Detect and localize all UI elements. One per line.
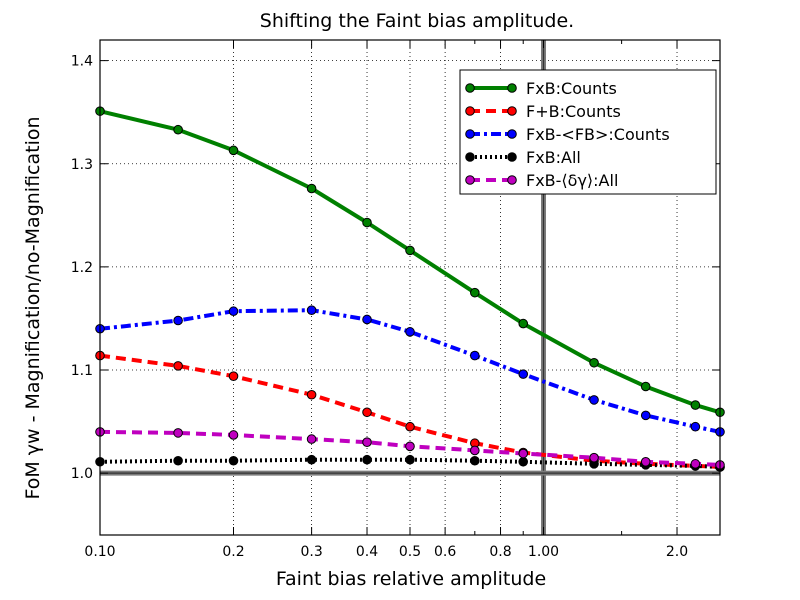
x-tick-label: 0.2	[222, 544, 244, 560]
legend-swatch-marker	[507, 106, 517, 116]
data-point	[405, 454, 415, 465]
legend-swatch-marker	[465, 152, 475, 162]
legend: FxB:Counts F+B:Counts FxB-<FB>:Counts FxB:A…	[459, 69, 717, 195]
legend-label: FxB:All	[526, 148, 581, 167]
legend-swatch-marker	[465, 106, 475, 116]
data-point	[589, 452, 599, 463]
data-point	[640, 410, 651, 421]
series-line	[99, 109, 721, 415]
x-tick-label: 0.4	[356, 544, 378, 560]
series-line	[99, 429, 721, 467]
data-point	[306, 305, 317, 315]
data-point	[173, 124, 183, 135]
data-point	[405, 421, 415, 432]
data-point	[518, 369, 529, 379]
x-tick-label: 0.3	[300, 544, 322, 560]
series-line	[99, 353, 721, 469]
x-tick-label: 2.0	[666, 544, 688, 560]
data-point	[228, 430, 239, 440]
data-point	[362, 407, 372, 418]
data-point	[362, 437, 372, 447]
data-point	[470, 445, 480, 456]
data-point	[228, 371, 239, 381]
data-point	[173, 315, 183, 326]
x-tick-label: 0.5	[399, 544, 421, 560]
data-point	[173, 455, 183, 466]
data-point	[640, 381, 651, 392]
x-tick-label: 0.6	[434, 544, 456, 560]
legend-label: F+B:Counts	[526, 102, 621, 121]
series-0	[95, 106, 725, 418]
y-tick-label: 1.3	[71, 157, 93, 173]
data-point	[640, 456, 651, 467]
legend-swatch-marker	[507, 152, 517, 162]
data-point	[405, 441, 415, 452]
legend-swatch-marker	[507, 175, 517, 185]
legend-swatch-marker	[507, 129, 517, 139]
data-point	[690, 421, 701, 432]
data-point	[518, 456, 529, 467]
data-point	[228, 306, 239, 317]
y-axis-label: FoM γw - Magnification/no-Magnification	[22, 116, 44, 499]
data-point	[470, 350, 480, 361]
legend-swatch-marker	[465, 129, 475, 139]
data-point	[306, 434, 317, 444]
chart-title: Shifting the Faint bias amplitude.	[260, 10, 574, 32]
data-point	[518, 448, 529, 459]
data-point	[362, 217, 372, 228]
data-point	[173, 428, 183, 438]
x-tick-label: 1.00	[528, 544, 559, 560]
series-3	[95, 454, 725, 472]
data-point	[362, 314, 372, 325]
y-tick-label: 1.1	[71, 363, 93, 379]
x-tick-label: 0.8	[489, 544, 511, 560]
legend-label: FxB-<FB>:Counts	[526, 125, 670, 144]
data-point	[589, 357, 599, 368]
data-point	[306, 389, 317, 400]
y-tick-label: 1.4	[71, 54, 93, 70]
legend-swatch-marker	[465, 175, 475, 185]
legend-box	[459, 69, 717, 195]
data-point	[405, 245, 415, 256]
legend-swatch-marker	[507, 83, 517, 93]
data-point	[362, 454, 372, 465]
series-2	[95, 305, 725, 437]
data-point	[405, 327, 415, 337]
data-point	[518, 318, 529, 329]
legend-label: FxB-⟨δγ⟩:All	[526, 171, 618, 190]
data-point	[173, 361, 183, 371]
data-point	[228, 145, 239, 156]
data-point	[306, 454, 317, 465]
series-4	[95, 427, 725, 470]
data-point	[690, 400, 701, 410]
x-axis-label: Faint bias relative amplitude	[276, 568, 546, 590]
data-point	[228, 455, 239, 466]
data-point	[306, 183, 317, 194]
data-point	[690, 459, 701, 469]
data-point	[470, 455, 480, 466]
series-line	[99, 308, 721, 434]
legend-swatch-marker	[465, 83, 475, 93]
data-point	[589, 395, 599, 405]
x-tick-label: 0.10	[84, 544, 115, 560]
y-tick-label: 1.2	[71, 260, 93, 276]
legend-label: FxB:Counts	[526, 79, 617, 98]
data-point	[470, 287, 480, 298]
y-tick-label: 1.0	[71, 466, 93, 482]
